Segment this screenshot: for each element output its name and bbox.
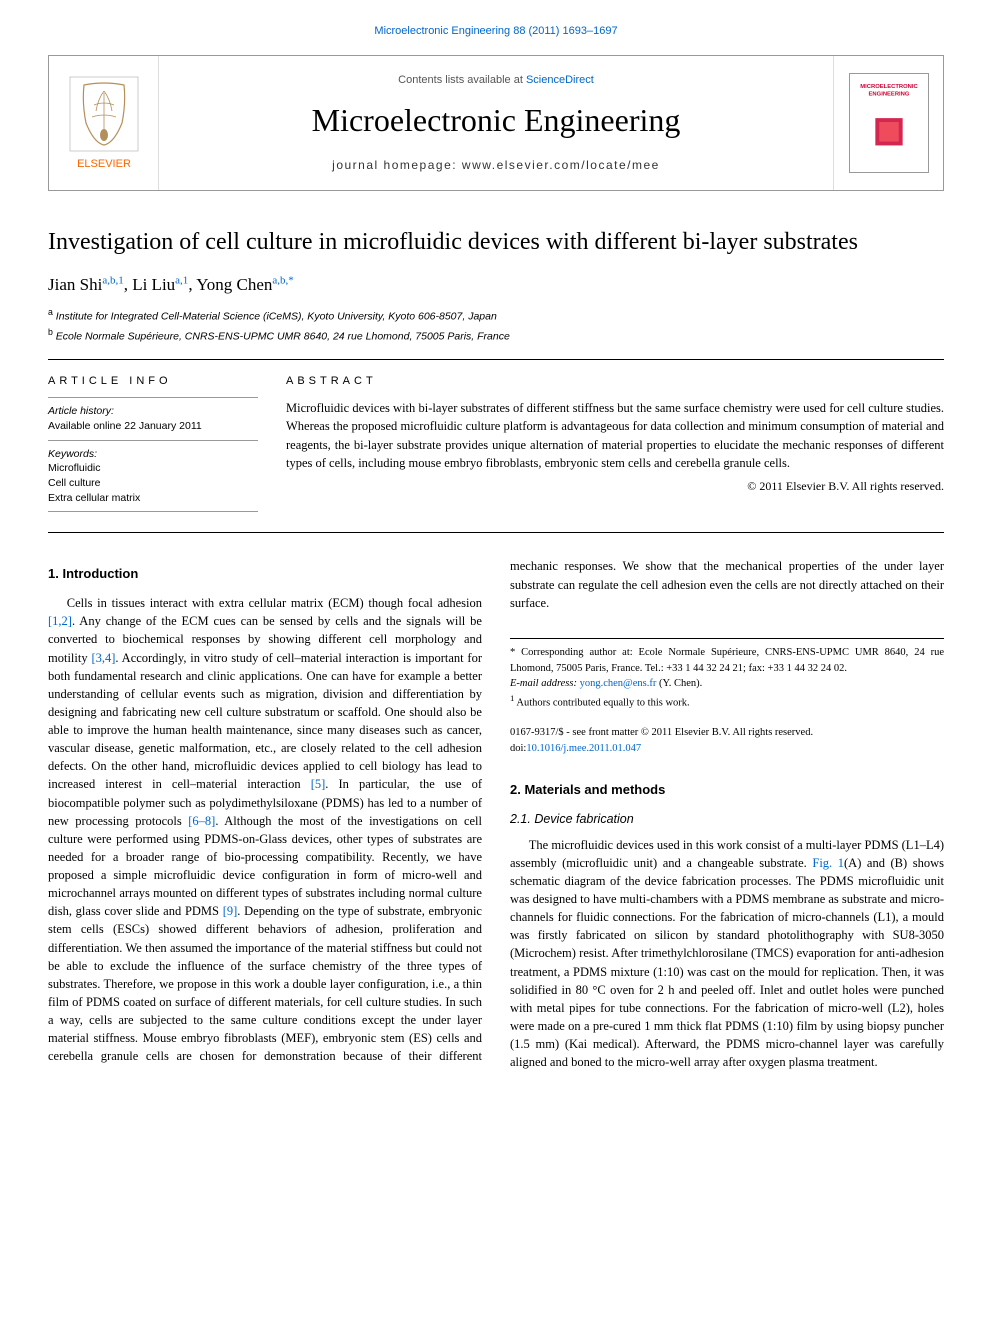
journal-name: Microelectronic Engineering <box>312 98 681 143</box>
history-value: Available online 22 January 2011 <box>48 419 258 434</box>
email-link[interactable]: yong.chen@ens.fr <box>580 678 657 689</box>
keyword-3: Extra cellular matrix <box>48 491 258 506</box>
svg-text:MICROELECTRONIC: MICROELECTRONIC <box>860 84 918 90</box>
mm-p1b: (A) and (B) shows schematic diagram of t… <box>510 856 944 1069</box>
corresponding-footer: * Corresponding author at: Ecole Normale… <box>510 638 944 712</box>
keyword-2: Cell culture <box>48 476 258 491</box>
abstract-column: ABSTRACT Microfluidic devices with bi-la… <box>286 374 944 519</box>
ref-3-4[interactable]: [3,4] <box>91 651 115 665</box>
journal-header: ELSEVIER Contents lists available at Sci… <box>48 55 944 191</box>
svg-text:ENGINEERING: ENGINEERING <box>868 92 909 98</box>
doi-label: doi: <box>510 743 526 754</box>
affil-b-text: Ecole Normale Supérieure, CNRS-ENS-UPMC … <box>56 330 510 342</box>
history-label: Article history: <box>48 404 258 419</box>
svg-text:ELSEVIER: ELSEVIER <box>77 158 131 170</box>
keyword-1: Microfluidic <box>48 461 258 476</box>
author-2: Li Liu <box>132 275 175 294</box>
abstract-heading: ABSTRACT <box>286 374 944 389</box>
top-citation[interactable]: Microelectronic Engineering 88 (2011) 16… <box>48 24 944 39</box>
intro-p1c: . Accordingly, in vitro study of cell–ma… <box>48 651 482 792</box>
author-3: Yong Chen <box>196 275 272 294</box>
article-info-heading: ARTICLE INFO <box>48 374 258 389</box>
fig-1-ref[interactable]: Fig. 1 <box>812 856 844 870</box>
email-suffix: (Y. Chen). <box>656 678 702 689</box>
keywords-label: Keywords: <box>48 447 258 462</box>
equal-contrib-note: 1 Authors contributed equally to this wo… <box>510 692 944 711</box>
email-label: E-mail address: <box>510 678 580 689</box>
affiliations: a Institute for Integrated Cell-Material… <box>48 306 944 345</box>
contents-prefix: Contents lists available at <box>398 74 526 86</box>
affil-a-sup: a <box>48 307 53 317</box>
front-matter-line: 0167-9317/$ - see front matter © 2011 El… <box>510 725 944 741</box>
authors-line: Jian Shia,b,1, Li Liua,1, Yong Chena,b,* <box>48 273 944 297</box>
intro-heading: 1. Introduction <box>48 565 482 584</box>
affil-b-sup: b <box>48 327 53 337</box>
corr-marker: * <box>510 647 515 658</box>
doi-link[interactable]: 10.1016/j.mee.2011.01.047 <box>526 743 641 754</box>
ref-9[interactable]: [9] <box>223 904 238 918</box>
ref-6-8[interactable]: [6–8] <box>188 814 215 828</box>
rule-top <box>48 359 944 360</box>
intro-p1a: Cells in tissues interact with extra cel… <box>67 596 482 610</box>
email-line: E-mail address: yong.chen@ens.fr (Y. Che… <box>510 676 944 692</box>
ref-5[interactable]: [5] <box>311 777 326 791</box>
journal-header-center: Contents lists available at ScienceDirec… <box>159 56 833 190</box>
author-1-sup[interactable]: a,b,1 <box>102 274 123 286</box>
author-2-sup[interactable]: a,1 <box>175 274 188 286</box>
sciencedirect-link[interactable]: ScienceDirect <box>526 74 594 86</box>
affiliation-b: b Ecole Normale Supérieure, CNRS-ENS-UPM… <box>48 326 944 345</box>
info-subrule-3 <box>48 511 258 512</box>
article-title: Investigation of cell culture in microfl… <box>48 227 944 258</box>
journal-cover-thumb: MICROELECTRONIC ENGINEERING <box>849 73 929 173</box>
affil-a-text: Institute for Integrated Cell-Material S… <box>56 311 497 323</box>
info-abstract-row: ARTICLE INFO Article history: Available … <box>48 374 944 519</box>
note1-text: Authors contributed equally to this work… <box>516 698 689 709</box>
abstract-text: Microfluidic devices with bi-layer subst… <box>286 399 944 472</box>
author-3-sup[interactable]: a,b,* <box>272 274 293 286</box>
mm-heading: 2. Materials and methods <box>510 781 944 800</box>
doi-block: 0167-9317/$ - see front matter © 2011 El… <box>510 725 944 757</box>
info-subrule-1 <box>48 397 258 398</box>
doi-line: doi:10.1016/j.mee.2011.01.047 <box>510 741 944 757</box>
contents-available: Contents lists available at ScienceDirec… <box>398 73 594 88</box>
corr-text: Corresponding author at: Ecole Normale S… <box>510 647 944 674</box>
mm-paragraph: The microfluidic devices used in this wo… <box>510 836 944 1072</box>
ref-1-2[interactable]: [1,2] <box>48 614 72 628</box>
corresponding-note: * Corresponding author at: Ecole Normale… <box>510 645 944 677</box>
info-subrule-2 <box>48 440 258 441</box>
journal-cover-cell: MICROELECTRONIC ENGINEERING <box>833 56 943 190</box>
mm-sub-heading: 2.1. Device fabrication <box>510 810 944 828</box>
intro-p1e: . Although the most of the investigation… <box>48 814 482 919</box>
journal-homepage[interactable]: journal homepage: www.elsevier.com/locat… <box>332 157 660 174</box>
body-columns: 1. Introduction Cells in tissues interac… <box>48 557 944 1071</box>
elsevier-logo: ELSEVIER <box>64 73 144 173</box>
author-1: Jian Shi <box>48 275 102 294</box>
rule-bottom <box>48 532 944 533</box>
note1-marker: 1 <box>510 693 514 703</box>
publisher-logo-cell: ELSEVIER <box>49 56 159 190</box>
article-info-column: ARTICLE INFO Article history: Available … <box>48 374 258 519</box>
abstract-copyright: © 2011 Elsevier B.V. All rights reserved… <box>286 478 944 495</box>
affiliation-a: a Institute for Integrated Cell-Material… <box>48 306 944 325</box>
